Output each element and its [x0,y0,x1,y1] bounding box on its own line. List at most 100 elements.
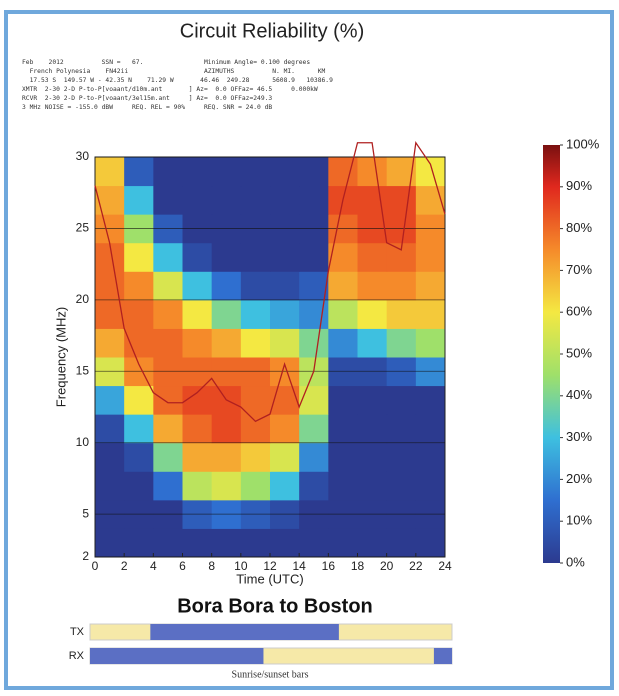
colorbar-tick-label: 70% [566,262,592,277]
heat-cell [211,471,242,501]
heat-cell [124,271,154,301]
heat-cell [95,385,125,415]
x-axis-label: Time (UTC) [236,571,303,586]
heat-cell [299,528,329,558]
heat-cell [124,242,154,272]
heat-cell [211,328,242,358]
colorbar-tick-label: 100% [566,136,600,151]
heat-cell [415,299,446,329]
heat-cell [328,328,358,358]
heat-cell [124,299,154,329]
heat-cell [182,328,213,358]
heat-cell [124,442,154,472]
heat-cell [95,528,125,558]
muf-line [94,140,446,423]
heat-cell [124,528,154,558]
colorbar [543,145,560,563]
heat-cell [386,414,417,444]
y-tick-label: 5 [82,506,89,520]
heat-cell [270,328,300,358]
heat-cell [182,242,213,272]
heat-cell [270,528,300,558]
x-tick-label: 10 [234,559,248,573]
heat-cell [240,328,271,358]
chart-title: Circuit Reliability (%) [180,20,364,42]
heat-cell [211,271,242,301]
x-tick-label: 8 [208,559,215,573]
heat-cell [386,528,417,558]
heat-cell [211,185,242,215]
heat-cell [357,271,388,301]
heat-cell [299,157,329,187]
heat-cell [357,299,388,329]
header-line: 3 MHz NOISE = -155.0 dBW REQ. REL = 90% … [22,104,272,111]
colorbar-tick-label: 40% [566,387,592,402]
heat-cell [357,414,388,444]
heat-cell [328,157,358,187]
heat-cell [182,414,213,444]
heat-cell [240,385,271,415]
colorbar-tick-label: 20% [566,471,592,486]
colorbar-tick-label: 90% [566,178,592,193]
x-tick-label: 2 [121,559,128,573]
y-tick-label: 25 [76,221,90,235]
heat-cell [415,414,446,444]
colorbar-tick-label: 30% [566,429,592,444]
x-tick-label: 4 [150,559,157,573]
heat-cell [95,414,125,444]
bar-label: TX [70,626,85,638]
x-tick-label: 6 [179,559,186,573]
heat-cell [95,442,125,472]
heat-cell [95,471,125,501]
heat-cell [270,385,300,415]
header-line: RCVR 2-30 2-D P-to-P[voaant/3el15m.ant ]… [22,95,272,102]
heat-cell [270,185,300,215]
heat-cell [124,185,154,215]
heat-cell [153,471,183,501]
x-tick-label: 20 [380,559,394,573]
heat-cell [270,299,300,329]
heat-cell [415,442,446,472]
heat-cell [153,442,183,472]
heat-cell [153,271,183,301]
heat-cell [240,471,271,501]
heat-cell [386,185,417,215]
heat-cell [270,271,300,301]
heat-cell [386,328,417,358]
heat-cell [153,528,183,558]
heat-cell [415,271,446,301]
heat-cell [182,185,213,215]
header-line: XMTR 2-30 2-D P-to-P[voaant/d10m.ant ] A… [22,86,318,93]
y-tick-label: 20 [76,292,90,306]
heat-cell [357,328,388,358]
heat-cell [211,442,242,472]
heat-cell [299,242,329,272]
heat-cell [240,185,271,215]
heat-cell [357,185,388,215]
heat-cell [328,414,358,444]
heat-cell [182,157,213,187]
heat-cell [240,299,271,329]
x-tick-label: 0 [92,559,99,573]
y-tick-label: 2 [82,549,89,563]
header-line: Feb 2012 SSN = 67. Minimum Angle= 0.100 … [22,59,310,66]
heat-cell [211,157,242,187]
heat-cell [386,442,417,472]
heat-cell [299,271,329,301]
heat-cell [270,442,300,472]
heat-cell [299,414,329,444]
heat-cell [415,528,446,558]
night-segment [150,624,339,640]
heat-cell [95,271,125,301]
heat-cell [386,385,417,415]
heat-cell [153,414,183,444]
heat-cell [357,242,388,272]
x-tick-label: 12 [263,559,277,573]
heat-cell [95,185,125,215]
x-tick-label: 14 [292,559,306,573]
heat-cell [299,299,329,329]
heat-cell [415,328,446,358]
heat-cell [124,414,154,444]
heat-cell [357,471,388,501]
